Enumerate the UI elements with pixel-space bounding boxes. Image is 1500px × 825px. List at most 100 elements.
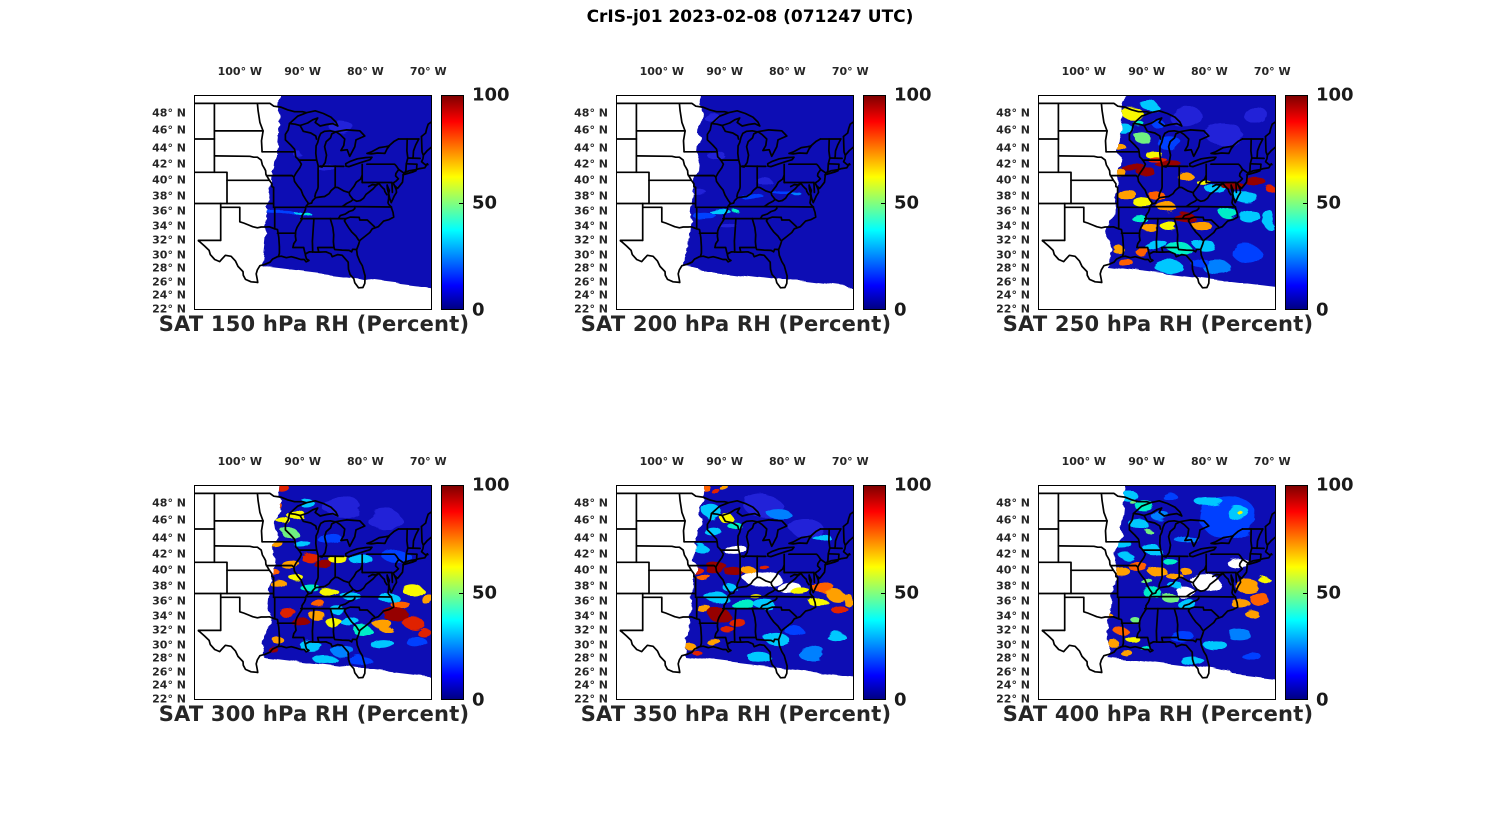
lon-tick-label: 70° W (1253, 455, 1291, 468)
colorbar-tick-label: 0 (1316, 689, 1329, 711)
map-frame (1038, 485, 1276, 700)
panel-sat-400-hpa: SAT 400 hPa RH (Percent) 100° W 90° W 80° … (968, 450, 1366, 742)
lon-tick-label: 80° W (1191, 65, 1228, 78)
lat-tick-label: 36° N (996, 204, 1030, 218)
lat-tick-label: 34° N (152, 219, 186, 233)
panel-title: SAT 250 hPa RH (Percent) (1002, 312, 1314, 336)
colorbar-tick-label: 0 (894, 689, 907, 711)
lon-tick-label: 90° W (284, 455, 322, 468)
map-frame (616, 485, 854, 700)
panel-sat-250-hpa: SAT 250 hPa RH (Percent) 100° W 90° W 80° … (968, 60, 1366, 352)
rh-field (1107, 485, 1276, 678)
lat-tick-label: 22° N (574, 692, 608, 706)
panel-title: SAT 200 hPa RH (Percent) (580, 312, 892, 336)
lat-tick-label: 46° N (152, 123, 186, 137)
lat-tick-label: 26° N (152, 275, 186, 289)
lat-tick-label: 42° N (574, 547, 608, 561)
lat-tick-label: 32° N (152, 623, 186, 637)
lat-tick-label: 36° N (152, 594, 186, 608)
lat-tick-label: 26° N (152, 665, 186, 679)
lat-tick-label: 26° N (574, 665, 608, 679)
lat-tick-label: 28° N (152, 651, 186, 665)
lat-tick-label: 34° N (574, 609, 608, 623)
lat-tick-label: 36° N (996, 594, 1030, 608)
lat-tick-label: 38° N (574, 189, 608, 203)
lat-tick-label: 24° N (152, 678, 186, 692)
lat-tick-label: 22° N (152, 302, 186, 316)
lat-tick-label: 44° N (152, 141, 186, 155)
lat-tick-label: 22° N (996, 302, 1030, 316)
map-canvas (616, 485, 854, 700)
lon-tick-label: 90° W (1128, 455, 1166, 468)
lon-tick-label: 70° W (409, 65, 447, 78)
lat-tick-label: 38° N (996, 189, 1030, 203)
lat-tick-label: 40° N (574, 173, 608, 187)
lat-tick-label: 36° N (574, 204, 608, 218)
lat-tick-label: 40° N (574, 563, 608, 577)
state-boundaries (1038, 102, 1276, 289)
lat-tick-label: 40° N (152, 563, 186, 577)
lat-tick-label: 46° N (574, 513, 608, 527)
rh-field (685, 95, 854, 288)
lat-tick-label: 46° N (574, 123, 608, 137)
colorbar-tick-label: 0 (472, 689, 485, 711)
lat-tick-label: 34° N (996, 609, 1030, 623)
colorbar-tick-label: 100 (1316, 474, 1354, 496)
lat-tick-label: 48° N (996, 106, 1030, 120)
lat-tick-label: 30° N (574, 248, 608, 262)
colorbar-tick-label: 50 (472, 582, 498, 603)
lat-tick-label: 40° N (152, 173, 186, 187)
panel-sat-150-hpa: SAT 150 hPa RH (Percent) 100° W 90° W 80° … (124, 60, 522, 352)
state-boundaries (194, 102, 432, 289)
colorbar (863, 95, 886, 310)
lon-tick-label: 70° W (831, 455, 869, 468)
colorbar-mid-tick (881, 592, 885, 594)
lat-tick-label: 46° N (152, 513, 186, 527)
lat-tick-label: 32° N (152, 233, 186, 247)
colorbar (1285, 95, 1308, 310)
lat-tick-label: 42° N (996, 547, 1030, 561)
lat-tick-label: 26° N (574, 275, 608, 289)
lat-tick-label: 30° N (152, 638, 186, 652)
lat-tick-label: 48° N (152, 106, 186, 120)
lat-tick-label: 26° N (996, 665, 1030, 679)
lat-tick-label: 30° N (152, 248, 186, 262)
lat-tick-label: 34° N (574, 219, 608, 233)
map-frame (616, 95, 854, 310)
lat-tick-label: 24° N (574, 678, 608, 692)
colorbar-tick-label: 0 (472, 299, 485, 321)
lon-tick-label: 80° W (347, 65, 384, 78)
lat-tick-label: 24° N (574, 288, 608, 302)
lat-tick-label: 38° N (152, 579, 186, 593)
state-boundaries (616, 102, 854, 289)
lat-tick-label: 40° N (996, 173, 1030, 187)
lat-tick-label: 30° N (996, 248, 1030, 262)
lon-tick-label: 70° W (831, 65, 869, 78)
panel-sat-200-hpa: SAT 200 hPa RH (Percent) 100° W 90° W 80° … (546, 60, 944, 352)
map-canvas (616, 95, 854, 310)
lon-tick-label: 70° W (1253, 65, 1291, 78)
colorbar (441, 95, 464, 310)
lon-tick-label: 100° W (217, 65, 263, 78)
lat-tick-label: 26° N (996, 275, 1030, 289)
lat-tick-label: 22° N (996, 692, 1030, 706)
lat-tick-label: 22° N (152, 692, 186, 706)
lon-tick-label: 90° W (706, 65, 744, 78)
colorbar (863, 485, 886, 700)
state-boundaries (616, 492, 854, 679)
lat-tick-label: 44° N (996, 531, 1030, 545)
lat-tick-label: 32° N (996, 623, 1030, 637)
colorbar (441, 485, 464, 700)
lat-tick-label: 38° N (152, 189, 186, 203)
colorbar-mid-tick (459, 592, 463, 594)
colorbar-tick-label: 100 (894, 84, 932, 106)
lat-tick-label: 40° N (996, 563, 1030, 577)
lat-tick-label: 24° N (152, 288, 186, 302)
lon-tick-label: 100° W (639, 455, 685, 468)
lat-tick-label: 34° N (152, 609, 186, 623)
colorbar-tick-label: 100 (472, 474, 510, 496)
lat-tick-label: 48° N (574, 106, 608, 120)
colorbar-tick-label: 50 (1316, 582, 1342, 603)
lat-tick-label: 24° N (996, 288, 1030, 302)
